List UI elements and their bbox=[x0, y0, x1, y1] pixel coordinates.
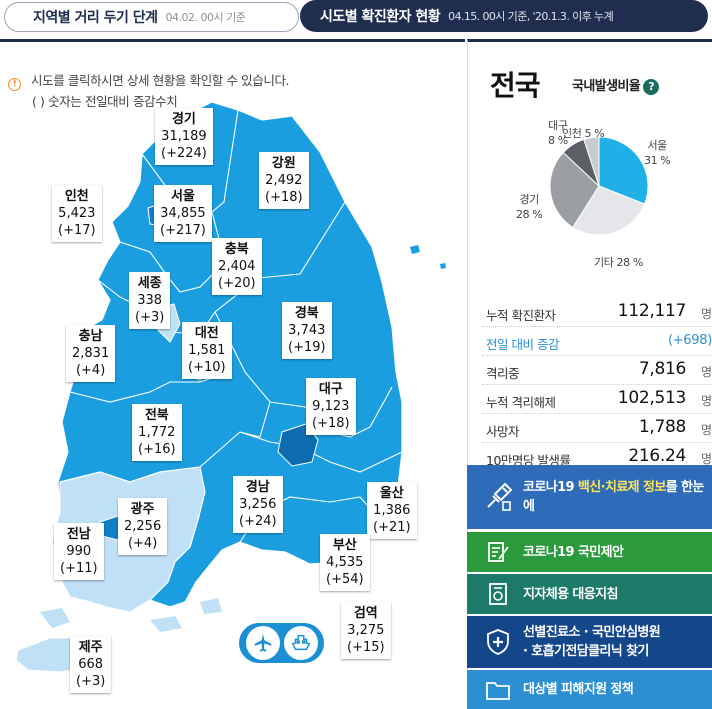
national-stats-list: 누적 확진환자 112,117 명 전일 대비 증감 (+698) 격리중 7,816 명… bbox=[482, 298, 712, 472]
dokdo-island bbox=[440, 263, 446, 269]
pie-slice-0 bbox=[598, 136, 649, 205]
pie-label-other: 기타 28 % bbox=[594, 256, 643, 269]
tab-distancing-level[interactable]: 지역별 거리 두기 단계 04.02. 00시 기준 bbox=[4, 2, 299, 32]
domestic-ratio-pie-chart bbox=[549, 136, 649, 236]
notice-line-2: ( ) 숫자는 전일대비 증감수치 bbox=[32, 94, 178, 109]
ulleungdo-island bbox=[410, 245, 420, 254]
pie-slices bbox=[549, 136, 649, 236]
region-label-seoul[interactable]: 서울 34,855 (+217) bbox=[154, 185, 212, 242]
proposal-button-text: 코로나19 국민제안 bbox=[523, 544, 624, 560]
stat-row-daily-change: 전일 대비 증감 (+698) bbox=[482, 327, 712, 356]
ratio-label: 국내발생비율 bbox=[572, 79, 641, 94]
quarantine-transport-toggle[interactable] bbox=[239, 623, 324, 663]
tab-distancing-title: 지역별 거리 두기 단계 bbox=[33, 10, 158, 26]
tab-regional-title: 시도별 확진환자 현황 bbox=[320, 9, 441, 25]
local-gov-guideline-button[interactable]: 지자체용 대응지침 bbox=[467, 574, 712, 614]
region-label-busan[interactable]: 부산 4,535 (+54) bbox=[320, 534, 370, 591]
map-notice: ! 시도를 클릭하시면 상세 현황을 확인할 수 있습니다. ( ) 숫자는 전일… bbox=[8, 70, 290, 112]
tab-regional-cases[interactable]: 시도별 확진환자 현황 04.15. 00시 기준, '20.1.3. 이후 누… bbox=[300, 0, 708, 32]
pie-label-seoul: 서울 31 % bbox=[644, 139, 671, 167]
region-label-quarantine[interactable]: 검역 3,275 (+15) bbox=[341, 602, 391, 659]
national-summary-panel: 전국 국내발생비율? 서울 31 % 기타 28 % 경기 28 % 대구 8 % 인… bbox=[467, 39, 712, 709]
guideline-button-text: 지자체용 대응지침 bbox=[523, 586, 618, 602]
domestic-ratio-heading: 국내발생비율? bbox=[572, 75, 660, 95]
region-label-gwangju[interactable]: 광주 2,256 (+4) bbox=[118, 498, 168, 555]
stat-row-isolated: 격리중 7,816 명 bbox=[482, 356, 712, 385]
help-icon[interactable]: ? bbox=[643, 79, 660, 95]
public-proposal-button[interactable]: 코로나19 국민제안 bbox=[467, 532, 712, 572]
clinic-button-line1: 선별진료소 · 국민안심병원 bbox=[523, 625, 661, 640]
notice-line-1: 시도를 클릭하시면 상세 현황을 확인할 수 있습니다. bbox=[31, 73, 290, 88]
region-label-jeonbuk[interactable]: 전북 1,772 (+16) bbox=[132, 404, 182, 461]
pie-slice-2 bbox=[549, 151, 600, 229]
national-title: 전국 bbox=[490, 69, 541, 102]
folder-icon bbox=[481, 673, 515, 707]
vaccine-button-text: 코로나19 bbox=[523, 480, 578, 495]
region-label-chungnam[interactable]: 충남 2,831 (+4) bbox=[66, 325, 116, 382]
region-label-gyeongbuk[interactable]: 경북 3,743 (+19) bbox=[282, 302, 332, 359]
info-icon: ! bbox=[8, 78, 21, 91]
region-label-gyeonggi[interactable]: 경기 31,189 (+224) bbox=[155, 108, 213, 165]
ship-icon[interactable] bbox=[283, 626, 318, 660]
pie-label-gyeonggi: 경기 28 % bbox=[516, 193, 543, 221]
region-label-daegu[interactable]: 대구 9,123 (+18) bbox=[306, 378, 356, 435]
region-label-ulsan[interactable]: 울산 1,386 (+21) bbox=[367, 482, 417, 539]
south-islands bbox=[40, 598, 222, 632]
vaccine-info-button[interactable]: 코로나19 백신·치료제 정보를 한눈에 bbox=[467, 465, 712, 529]
top-tab-bar: 지역별 거리 두기 단계 04.02. 00시 기준 시도별 확진환자 현황 0… bbox=[0, 0, 712, 37]
syringe-icon bbox=[481, 480, 515, 514]
stat-row-released: 누적 격리해제 102,513 명 bbox=[482, 385, 712, 414]
region-label-sejong[interactable]: 세종 338 (+3) bbox=[129, 272, 171, 329]
region-label-jeonnam[interactable]: 전남 990 (+11) bbox=[54, 523, 104, 580]
hospital-shield-icon bbox=[481, 625, 515, 659]
stat-row-deaths: 사망자 1,788 명 bbox=[482, 414, 712, 443]
edit-document-icon bbox=[481, 535, 515, 569]
guideline-icon bbox=[481, 577, 515, 611]
region-label-incheon[interactable]: 인천 5,423 (+17) bbox=[52, 185, 102, 242]
damage-support-policy-button[interactable]: 대상별 피해지원 정책 bbox=[467, 670, 712, 709]
vaccine-button-highlight: 백신·치료제 정보 bbox=[577, 480, 666, 495]
pie-label-daegu: 대구 8 % bbox=[548, 119, 568, 147]
tab-regional-date: 04.15. 00시 기준, '20.1.3. 이후 누계 bbox=[448, 10, 614, 23]
region-label-daejeon[interactable]: 대전 1,581 (+10) bbox=[182, 322, 232, 379]
stat-row-cumulative-confirmed: 누적 확진환자 112,117 명 bbox=[482, 298, 712, 327]
region-label-gangwon[interactable]: 강원 2,492 (+18) bbox=[259, 152, 309, 209]
tab-distancing-date: 04.02. 00시 기준 bbox=[165, 11, 246, 24]
vaccine-button-suffix: 를 한눈에 bbox=[523, 480, 704, 514]
airplane-icon[interactable] bbox=[245, 626, 280, 660]
clinic-button-line2: · 호흡기전담클리닉 찾기 bbox=[523, 644, 649, 659]
region-label-gyeongnam[interactable]: 경남 3,256 (+24) bbox=[233, 476, 283, 533]
map-panel: ! 시도를 클릭하시면 상세 현황을 확인할 수 있습니다. ( ) 숫자는 전일… bbox=[0, 39, 465, 709]
policy-button-text: 대상별 피해지원 정책 bbox=[523, 682, 634, 697]
region-label-jeju[interactable]: 제주 668 (+3) bbox=[70, 636, 112, 693]
screening-clinic-button[interactable]: 선별진료소 · 국민안심병원 · 호흡기전담클리닉 찾기 bbox=[467, 616, 712, 668]
pie-slice-4 bbox=[583, 136, 600, 187]
pie-slice-1 bbox=[572, 185, 646, 236]
region-label-chungbuk[interactable]: 충북 2,404 (+20) bbox=[212, 238, 262, 295]
pie-label-incheon: 인천 5 % bbox=[562, 127, 605, 140]
